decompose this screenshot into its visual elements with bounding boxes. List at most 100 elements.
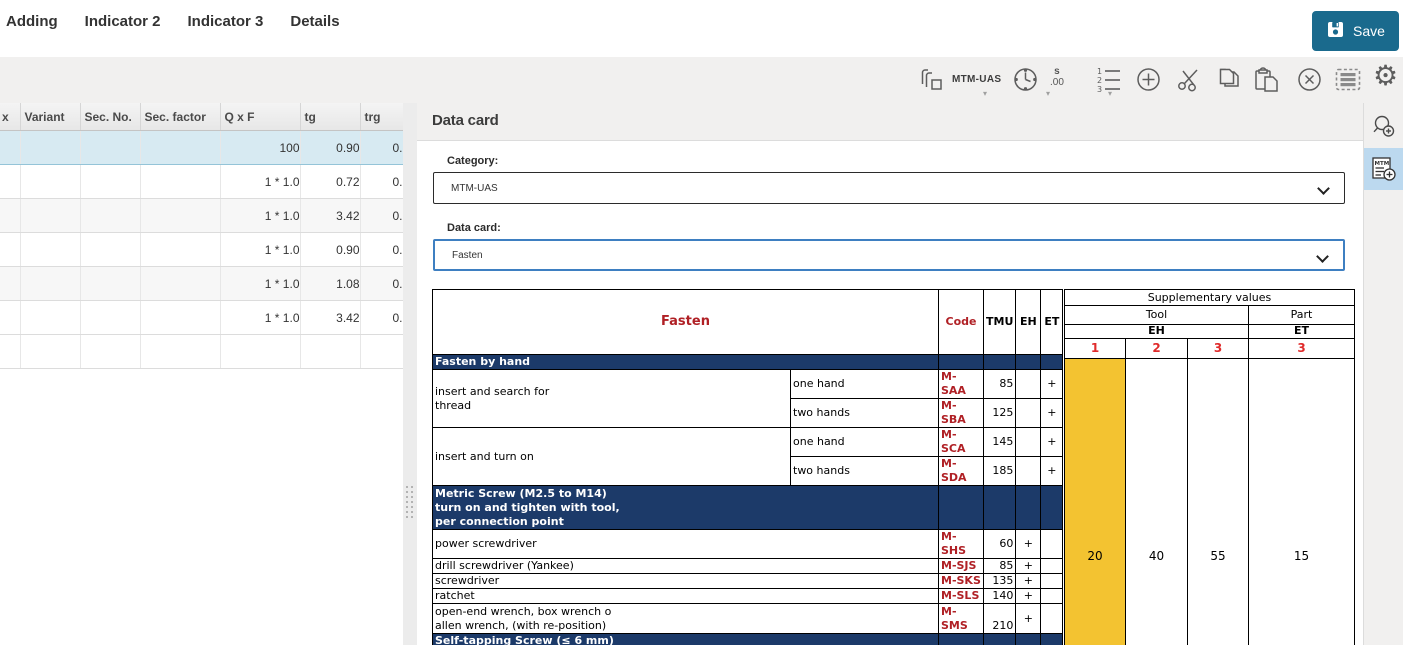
eh-cell: +: [1015, 529, 1042, 559]
desc-cell: ratchet: [432, 588, 939, 604]
sub-cell: two hands: [790, 456, 939, 486]
time-format-button[interactable]: s .00: [1050, 66, 1064, 88]
grid-col-variant[interactable]: Variant: [20, 103, 81, 131]
sub-cell: one hand: [790, 427, 939, 457]
supplementary-col-1[interactable]: 1: [1065, 339, 1126, 358]
qxf-cell: 1 * 1.0: [220, 232, 301, 267]
trg-cell: 0.: [360, 266, 404, 301]
grid-col-sec-no[interactable]: Sec. No.: [80, 103, 141, 131]
grid-col-trg[interactable]: trg: [360, 103, 404, 131]
category-value: MTM-UAS: [451, 182, 498, 194]
datacard-label: Data card:: [447, 222, 501, 234]
tab-indicator-3[interactable]: Indicator 3: [187, 13, 264, 30]
paste-icon[interactable]: [1252, 66, 1282, 93]
tab-details[interactable]: Details: [290, 13, 340, 30]
fasten-row[interactable]: insert and search for thread one hand M-…: [432, 369, 1064, 428]
grid-col-qxf[interactable]: Q x F: [220, 103, 301, 131]
et-cell: +: [1040, 456, 1064, 486]
copy-icon[interactable]: [1215, 66, 1243, 93]
dropdown-caret-icon[interactable]: ▾: [983, 89, 988, 98]
et-cell: +: [1040, 427, 1064, 457]
supplementary-part-header: Part: [1290, 308, 1313, 321]
svg-text:1: 1: [1097, 67, 1102, 76]
fasten-row[interactable]: ratchet M-SLS 140 +: [432, 588, 1064, 604]
splitter-grip-icon: [406, 486, 413, 518]
grid-col-x[interactable]: x: [0, 103, 21, 131]
select-rows-icon[interactable]: [1334, 66, 1362, 93]
supplementary-col-3[interactable]: 3: [1188, 339, 1249, 358]
banner-text: Metric Screw (M2.5 to M14) turn on and t…: [432, 485, 939, 530]
category-select[interactable]: MTM-UAS: [433, 172, 1345, 204]
fasten-row[interactable]: two hands M-SDA 185 +: [433, 456, 1064, 486]
zoom-add-button[interactable]: [1364, 109, 1403, 145]
time-icon[interactable]: [1012, 66, 1039, 93]
grid-row[interactable]: 1 * 1.0 0.90 0.: [0, 232, 404, 267]
eh-cell: [1015, 369, 1042, 399]
fasten-row[interactable]: drill screwdriver (Yankee) M-SJS 85 +: [432, 558, 1064, 574]
save-button[interactable]: Save: [1312, 11, 1399, 51]
et-cell: +: [1040, 398, 1064, 428]
desc-cell: open-end wrench, box wrench o allen wren…: [432, 603, 939, 634]
code-cell: M-SAA: [938, 369, 984, 399]
supplementary-value-col[interactable]: 40: [1126, 359, 1188, 645]
code-cell: M-SJS: [938, 558, 984, 574]
fasten-row[interactable]: power screwdriver M-SHS 60 +: [432, 529, 1064, 559]
grid-row[interactable]: 1 * 1.0 3.42 0.: [0, 300, 404, 335]
category-label: Category:: [447, 155, 499, 167]
dropdown-caret-icon[interactable]: ▾: [1046, 89, 1051, 98]
paste-special-icon[interactable]: [920, 66, 948, 93]
supplementary-value-col[interactable]: 15: [1249, 359, 1354, 645]
add-icon[interactable]: [1135, 66, 1162, 93]
grid-row[interactable]: 1 * 1.0 0.72 0.: [0, 164, 404, 199]
datacard-value: Fasten: [452, 249, 483, 261]
tmu-cell: 210: [982, 603, 1017, 634]
tab-adding[interactable]: Adding: [6, 13, 58, 30]
supplementary-value-col-selected[interactable]: 20: [1065, 359, 1126, 645]
pane-splitter[interactable]: [403, 103, 417, 645]
toolbar: [0, 57, 1403, 103]
fasten-header-row: Fasten Code TMU EH ET: [432, 289, 1064, 355]
code-cell: M-SMS: [938, 603, 984, 634]
chevron-down-icon: [1317, 182, 1330, 195]
tg-cell: 1.08: [300, 266, 361, 301]
supplementary-col-2[interactable]: 2: [1126, 339, 1188, 358]
tg-cell: 0.90: [300, 130, 361, 165]
fasten-row[interactable]: screwdriver M-SKS 135 +: [432, 573, 1064, 589]
code-cell: M-SLS: [938, 588, 984, 604]
supplementary-col-part-3[interactable]: 3: [1297, 341, 1306, 355]
fasten-title: Fasten: [432, 289, 939, 355]
supplementary-et-header: ET: [1293, 324, 1310, 337]
tmu-cell: 140: [982, 588, 1017, 604]
datacard-select[interactable]: Fasten: [433, 239, 1345, 271]
mtm-datacard-button[interactable]: MTM: [1364, 148, 1403, 190]
grid-col-sec-factor[interactable]: Sec. factor: [140, 103, 221, 131]
code-cell: M-SHS: [938, 529, 984, 559]
col-eh: EH: [1015, 289, 1042, 355]
dropdown-caret-icon[interactable]: ▾: [1108, 89, 1113, 98]
tmu-cell: 85: [982, 558, 1017, 574]
toolbar-category-label[interactable]: MTM-UAS: [952, 74, 1002, 85]
grid-col-tg[interactable]: tg: [300, 103, 361, 131]
numbered-list-icon[interactable]: 1 2 3: [1096, 66, 1124, 93]
desc-cell: drill screwdriver (Yankee): [432, 558, 939, 574]
tmu-cell: 135: [982, 573, 1017, 589]
desc-cell: insert and turn on: [432, 427, 791, 486]
col-tmu: TMU: [982, 289, 1017, 355]
grid-row-empty[interactable]: [0, 334, 404, 369]
banner-text: Self-tapping Screw (≤ 6 mm) place, turn …: [432, 633, 939, 645]
tab-indicator-2[interactable]: Indicator 2: [84, 13, 161, 30]
trg-cell: 0.: [360, 198, 404, 233]
tg-cell: 3.42: [300, 198, 361, 233]
section-banner: Metric Screw (M2.5 to M14) turn on and t…: [432, 485, 1064, 530]
cut-icon[interactable]: [1175, 66, 1203, 93]
supplementary-value-col[interactable]: 55: [1188, 359, 1249, 645]
fasten-row[interactable]: insert and turn on one hand M-SCA 145 +: [432, 427, 1064, 486]
grid-row-selected[interactable]: 100 0.90 0.: [0, 130, 404, 165]
grid-row[interactable]: 1 * 1.0 1.08 0.: [0, 266, 404, 301]
qxf-cell: 1 * 1.0: [220, 266, 301, 301]
fasten-row[interactable]: open-end wrench, box wrench o allen wren…: [432, 603, 1064, 634]
settings-gear-icon[interactable]: ⚙: [1373, 60, 1399, 91]
delete-icon[interactable]: [1296, 66, 1323, 93]
grid-row[interactable]: 1 * 1.0 3.42 0.: [0, 198, 404, 233]
